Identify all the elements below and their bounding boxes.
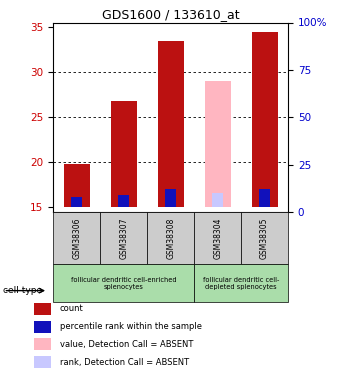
Text: GSM38307: GSM38307	[119, 217, 128, 259]
Bar	[111, 101, 137, 207]
Text: GSM38306: GSM38306	[72, 217, 81, 259]
Text: count: count	[60, 304, 84, 313]
Text: value, Detection Call = ABSENT: value, Detection Call = ABSENT	[60, 340, 193, 349]
Text: follicular dendritic cell-
depleted splenocytes: follicular dendritic cell- depleted sple…	[203, 277, 279, 290]
Title: GDS1600 / 133610_at: GDS1600 / 133610_at	[102, 8, 239, 21]
Bar	[34, 303, 51, 315]
Bar	[64, 164, 90, 207]
Bar	[259, 189, 270, 207]
Bar	[194, 212, 241, 264]
Bar	[53, 212, 100, 264]
Text: GSM38305: GSM38305	[260, 217, 269, 259]
Text: GSM38308: GSM38308	[166, 217, 175, 259]
Bar	[71, 198, 82, 207]
Bar	[34, 338, 51, 350]
Text: GSM38304: GSM38304	[213, 217, 222, 259]
Bar	[34, 356, 51, 368]
Bar	[100, 212, 147, 264]
Bar	[118, 195, 129, 207]
Bar	[158, 40, 184, 207]
Bar	[165, 189, 176, 207]
Text: cell type: cell type	[3, 286, 43, 295]
Bar	[212, 193, 223, 207]
Text: follicular dendritic cell-enriched
splenocytes: follicular dendritic cell-enriched splen…	[71, 277, 176, 290]
Bar	[205, 81, 230, 207]
Bar	[147, 212, 194, 264]
Text: percentile rank within the sample: percentile rank within the sample	[60, 322, 202, 331]
Text: rank, Detection Call = ABSENT: rank, Detection Call = ABSENT	[60, 358, 189, 367]
Bar	[53, 264, 194, 302]
Bar	[252, 32, 277, 207]
Bar	[34, 321, 51, 333]
Bar	[241, 212, 288, 264]
Bar	[194, 264, 288, 302]
